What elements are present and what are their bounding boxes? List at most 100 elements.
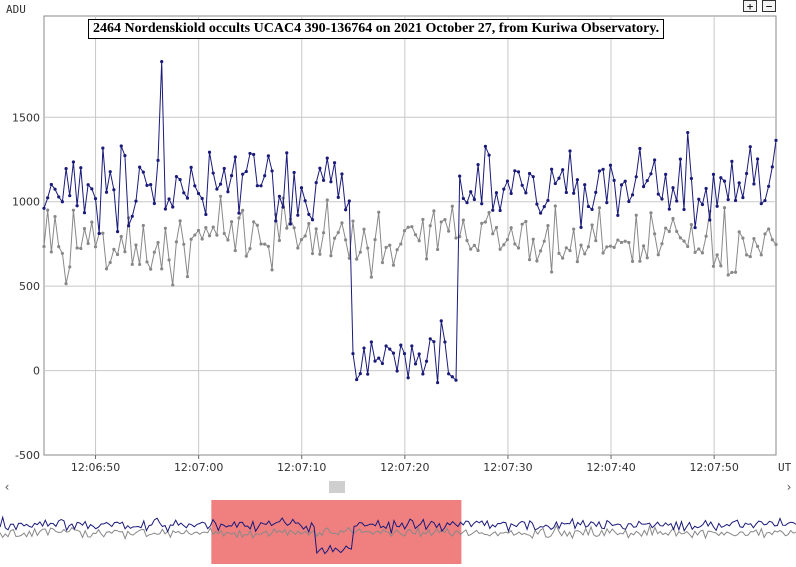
comparison-star-point (344, 238, 348, 242)
comparison-star-point (480, 221, 484, 225)
target-star-point (204, 212, 208, 217)
target-star-point (134, 199, 138, 203)
target-star-point (314, 180, 318, 185)
target-star-point (498, 208, 502, 213)
comparison-star-point (722, 206, 727, 210)
target-star-point (310, 218, 315, 222)
comparison-star-point (686, 244, 690, 249)
target-star-point (277, 194, 282, 198)
comparison-star-point (196, 228, 201, 233)
target-star-point (741, 195, 745, 200)
target-star-point (57, 195, 61, 199)
comparison-star-point (233, 249, 237, 253)
comparison-star-point (572, 227, 576, 231)
comparison-star-point (115, 252, 120, 257)
target-star-point (167, 197, 171, 201)
comparison-star-point (487, 210, 491, 215)
comparison-star-point (627, 240, 631, 245)
target-star-point (266, 154, 270, 158)
comparison-star-point (634, 213, 638, 217)
comparison-star-point (358, 250, 362, 254)
comparison-star-point (505, 237, 510, 242)
comparison-star-point (741, 236, 745, 240)
comparison-star-point (597, 206, 602, 210)
target-star-point (487, 153, 491, 157)
comparison-star-point (167, 258, 171, 262)
target-star-point (656, 192, 660, 196)
comparison-star-point (693, 250, 697, 255)
comparison-star-point (182, 242, 186, 246)
target-star-point (413, 362, 418, 366)
comparison-star-point (704, 234, 708, 238)
target-star-point (336, 195, 340, 199)
comparison-star-point (119, 234, 123, 239)
target-star-point (494, 191, 499, 195)
target-star-point (347, 199, 351, 203)
overview-chart[interactable] (0, 496, 796, 567)
target-star-point (115, 230, 120, 234)
scroll-thumb[interactable] (329, 481, 345, 493)
scroll-left-arrow-icon[interactable]: ‹ (4, 480, 10, 494)
comparison-star-point (310, 252, 315, 256)
target-star-point (241, 172, 245, 176)
target-star-point (71, 160, 76, 164)
comparison-star-point (557, 251, 561, 255)
target-star-point (193, 184, 197, 188)
target-star-point (152, 201, 156, 206)
comparison-star-point (237, 216, 241, 220)
target-star-point (572, 191, 576, 195)
comparison-star-point (71, 208, 76, 212)
target-star-point (75, 204, 79, 208)
target-star-point (366, 372, 370, 376)
target-star-point (465, 201, 469, 205)
target-star-point (450, 375, 454, 379)
comparison-star-point (252, 220, 256, 224)
comparison-star-point (388, 243, 392, 247)
comparison-star-point (49, 250, 53, 254)
target-star-point (491, 208, 495, 212)
comparison-star-point (421, 217, 425, 222)
zoom-out-button[interactable]: − (762, 0, 776, 12)
zoom-in-button[interactable]: + (743, 0, 757, 12)
target-star-point (344, 208, 348, 212)
target-star-point (686, 130, 690, 135)
comparison-star-point (130, 262, 134, 266)
target-star-point (641, 185, 646, 189)
comparison-star-point (380, 260, 385, 265)
target-star-point (340, 172, 344, 176)
comparison-star-point (697, 247, 701, 251)
target-star-point (597, 169, 602, 173)
target-star-point (715, 204, 719, 208)
comparison-star-point (68, 265, 72, 269)
comparison-star-point (156, 240, 160, 245)
comparison-star-point (204, 226, 208, 230)
comparison-star-point (79, 246, 83, 251)
comparison-star-point (314, 227, 318, 231)
target-star-point (104, 190, 109, 194)
target-star-point (207, 150, 212, 154)
comparison-star-point (590, 223, 594, 227)
comparison-star-point (377, 210, 381, 214)
comparison-star-point (86, 241, 90, 246)
comparison-star-point (303, 234, 307, 238)
target-star-point (127, 224, 131, 228)
x-tick-label: 12:07:00 (174, 461, 223, 474)
comparison-star-point (667, 229, 671, 234)
target-star-point (218, 182, 223, 186)
time-scrollbar[interactable]: ‹ › (0, 479, 796, 495)
comparison-star-point (719, 264, 723, 268)
target-star-point (307, 212, 311, 216)
comparison-star-point (623, 239, 627, 243)
target-star-point (384, 344, 388, 348)
comparison-star-point (123, 250, 127, 254)
target-star-point (388, 347, 392, 351)
comparison-star-point (660, 242, 664, 246)
comparison-star-point (619, 240, 624, 245)
comparison-star-point (226, 238, 230, 242)
target-star-point (215, 187, 219, 191)
comparison-star-point (292, 226, 296, 230)
comparison-star-point (149, 267, 153, 271)
target-star-point (329, 180, 333, 184)
scroll-right-arrow-icon[interactable]: › (786, 480, 792, 494)
target-star-point (255, 184, 259, 188)
